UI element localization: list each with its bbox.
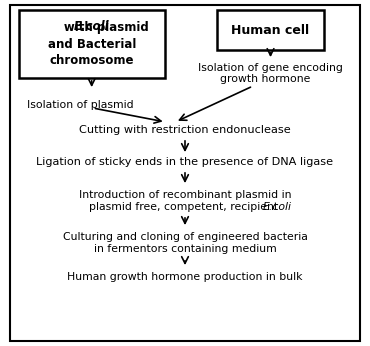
Bar	[19, 10, 165, 78]
Bar	[217, 10, 324, 50]
Text: Introduction of recombinant plasmid in: Introduction of recombinant plasmid in	[79, 190, 291, 200]
Text: in fermentors containing medium: in fermentors containing medium	[94, 244, 276, 254]
Text: with plasmid: with plasmid	[35, 20, 149, 34]
Text: Human growth hormone production in bulk: Human growth hormone production in bulk	[67, 272, 303, 282]
Text: and Bacterial: and Bacterial	[47, 37, 136, 51]
Text: Ligation of sticky ends in the presence of DNA ligase: Ligation of sticky ends in the presence …	[36, 157, 334, 167]
Text: growth hormone: growth hormone	[221, 74, 311, 84]
Text: chromosome: chromosome	[50, 55, 134, 67]
Text: E.coli: E.coli	[263, 202, 292, 212]
Text: Human cell: Human cell	[232, 24, 310, 36]
Text: Cutting with restriction endonuclease: Cutting with restriction endonuclease	[79, 125, 291, 135]
Text: E.coli: E.coli	[74, 20, 110, 34]
Text: plasmid free, competent, recipient: plasmid free, competent, recipient	[89, 202, 281, 212]
Text: Isolation of gene encoding: Isolation of gene encoding	[198, 63, 343, 73]
Text: Isolation of plasmid: Isolation of plasmid	[27, 100, 133, 110]
Text: Culturing and cloning of engineered bacteria: Culturing and cloning of engineered bact…	[63, 232, 307, 242]
